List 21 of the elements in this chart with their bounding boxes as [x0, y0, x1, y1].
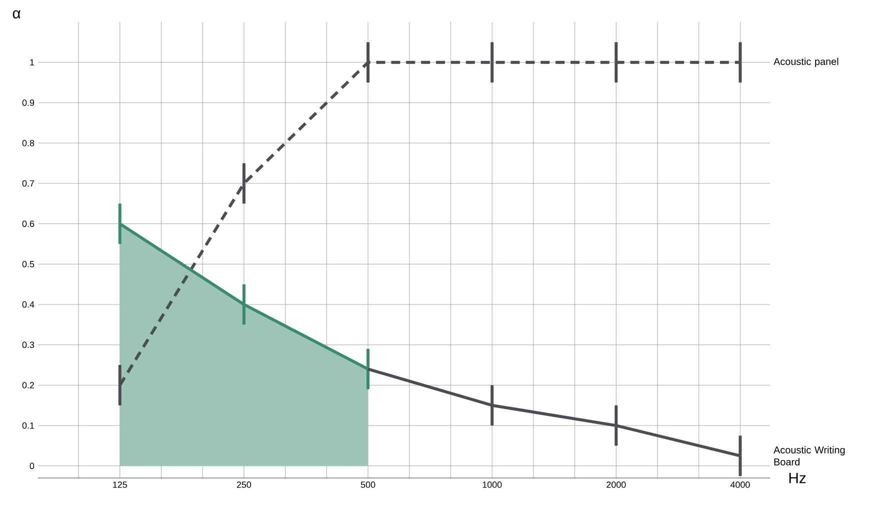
y-tick-label: 0.8	[22, 140, 34, 146]
y-tick-label: 0	[30, 462, 34, 470]
y-tick-label: 0.6	[22, 220, 34, 227]
x-tick-label: 4000	[730, 482, 750, 488]
y-tick-label: 1	[30, 59, 34, 66]
x-tick-label: 250	[236, 482, 252, 488]
text: Acoustic Writing Board	[774, 446, 845, 466]
y-tick-label: 0.1	[22, 422, 34, 429]
x-axis-title: Hz	[789, 472, 806, 484]
x-tick-label: 1000	[482, 482, 502, 488]
x-tick-label: 500	[360, 482, 376, 488]
y-tick-label: 0.9	[22, 100, 34, 106]
x-tick-label: 2000	[606, 482, 626, 488]
y-tick-label: 0.5	[22, 260, 34, 268]
text: Acoustic panel	[774, 58, 838, 67]
y-axis-title: α	[12, 10, 20, 18]
x-tick-label: 125	[113, 482, 127, 488]
y-tick-label: 0.7	[22, 180, 34, 187]
y-tick-label: 0.3	[22, 342, 34, 348]
y-tick-label: 0.4	[22, 301, 34, 308]
y-tick-label: 0.2	[22, 382, 34, 388]
